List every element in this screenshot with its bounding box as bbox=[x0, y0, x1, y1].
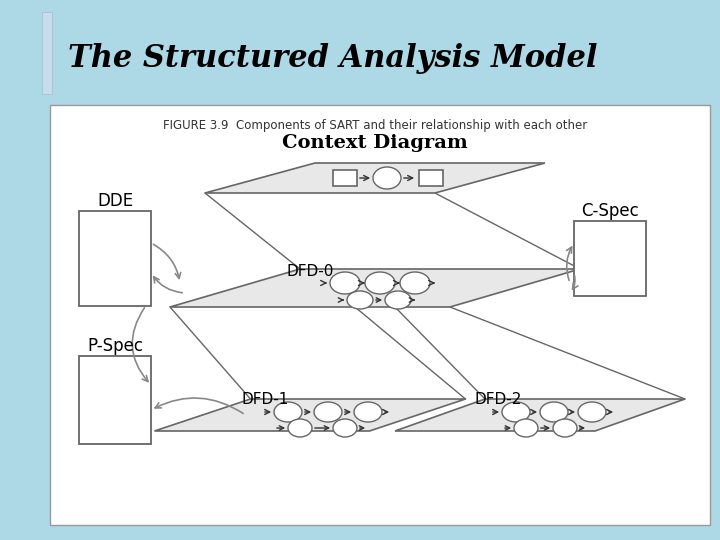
Ellipse shape bbox=[400, 272, 430, 294]
Polygon shape bbox=[395, 399, 685, 431]
Polygon shape bbox=[205, 163, 545, 193]
Polygon shape bbox=[155, 399, 466, 431]
Polygon shape bbox=[170, 269, 580, 307]
Ellipse shape bbox=[385, 291, 411, 309]
Bar bbox=[574, 220, 646, 295]
Ellipse shape bbox=[578, 402, 606, 422]
Text: P-Spec: P-Spec bbox=[87, 337, 143, 355]
Ellipse shape bbox=[540, 402, 568, 422]
Ellipse shape bbox=[330, 272, 360, 294]
Ellipse shape bbox=[365, 272, 395, 294]
Ellipse shape bbox=[553, 419, 577, 437]
Ellipse shape bbox=[514, 419, 538, 437]
Text: DFD-2: DFD-2 bbox=[474, 392, 522, 407]
Ellipse shape bbox=[333, 419, 357, 437]
Text: The Structured Analysis Model: The Structured Analysis Model bbox=[68, 43, 598, 73]
Ellipse shape bbox=[373, 167, 401, 189]
Ellipse shape bbox=[354, 402, 382, 422]
Ellipse shape bbox=[288, 419, 312, 437]
Text: FIGURE 3.9  Components of SART and their relationship with each other: FIGURE 3.9 Components of SART and their … bbox=[163, 118, 587, 132]
Ellipse shape bbox=[502, 402, 530, 422]
Text: DFD-1: DFD-1 bbox=[241, 392, 289, 407]
Bar bbox=[79, 211, 151, 306]
Bar bbox=[333, 170, 357, 186]
Text: DFD-0: DFD-0 bbox=[287, 265, 333, 280]
Bar bbox=[419, 170, 443, 186]
Bar bbox=[50, 105, 710, 525]
Ellipse shape bbox=[314, 402, 342, 422]
Text: DDE: DDE bbox=[97, 192, 133, 210]
Ellipse shape bbox=[274, 402, 302, 422]
Bar bbox=[42, 12, 52, 94]
Bar bbox=[79, 356, 151, 444]
Ellipse shape bbox=[347, 291, 373, 309]
Text: Context Diagram: Context Diagram bbox=[282, 134, 468, 152]
Text: C-Spec: C-Spec bbox=[581, 201, 639, 219]
